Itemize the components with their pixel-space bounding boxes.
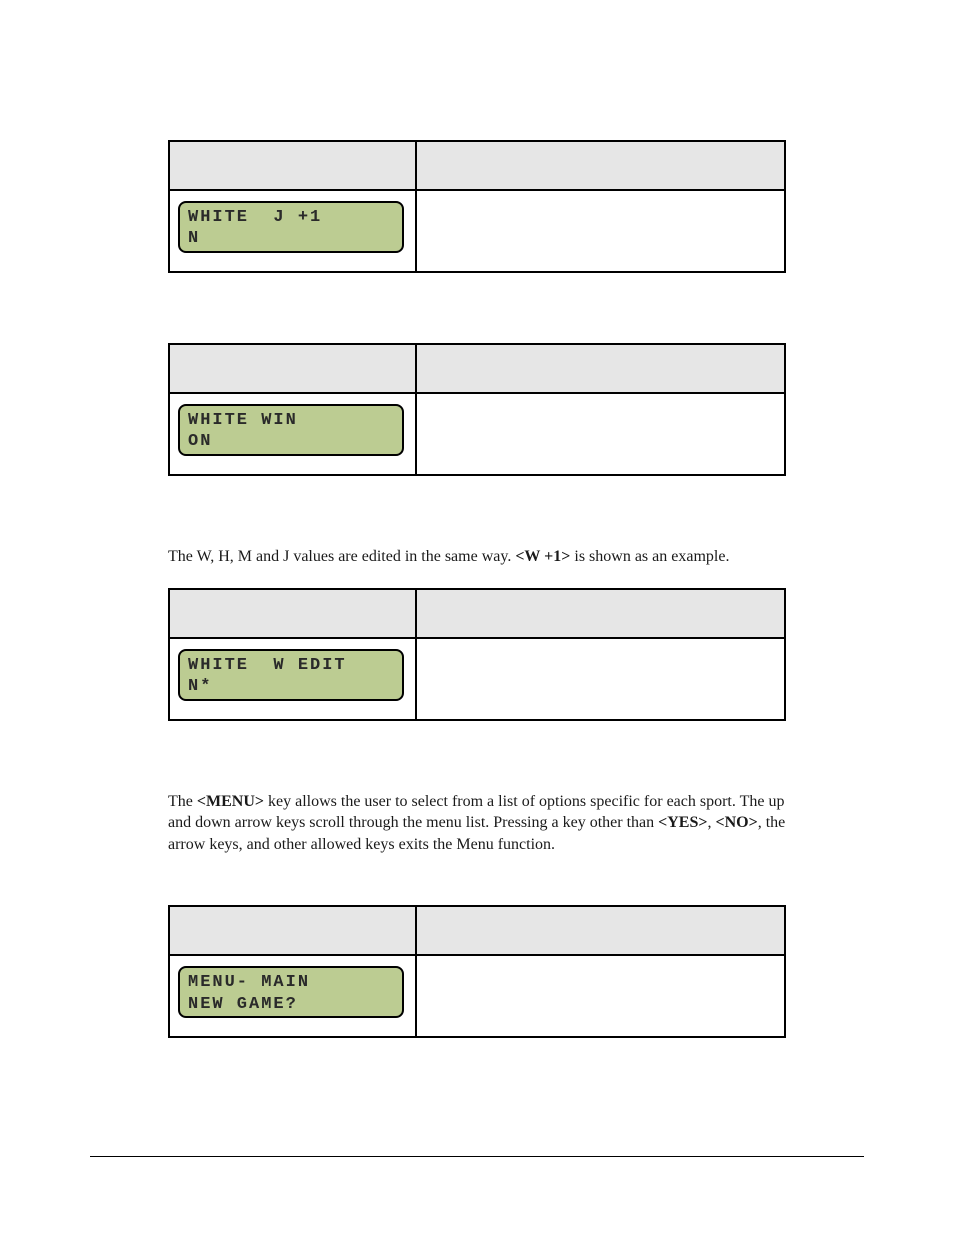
bold-key-menu: <MENU> [197,793,264,810]
instruction-table-2: WHITE WIN ON [168,343,786,476]
text: The [168,793,197,810]
header-cell-left [169,906,416,955]
lcd-display: MENU- MAIN NEW GAME? [178,966,404,1018]
table-body-row: MENU- MAIN NEW GAME? [169,955,785,1037]
table-header-row [169,906,785,955]
lcd-line-1: MENU- MAIN [188,973,310,992]
table-header-row [169,589,785,638]
lcd-cell: WHITE W EDIT N* [169,638,416,720]
lcd-line-1: WHITE WIN [188,411,298,430]
lcd-line-1: WHITE J +1 [188,208,322,227]
bold-key-w1: <W +1> [515,548,570,565]
lcd-display: WHITE WIN ON [178,404,404,456]
description-cell [416,638,785,720]
lcd-line-2: ON [188,432,212,451]
lcd-line-2: N* [188,677,212,696]
table-header-row [169,141,785,190]
lcd-cell: WHITE WIN ON [169,393,416,475]
table-header-row [169,344,785,393]
description-cell [416,190,785,272]
lcd-display: WHITE W EDIT N* [178,649,404,701]
lcd-cell: MENU- MAIN NEW GAME? [169,955,416,1037]
table-body-row: WHITE W EDIT N* [169,638,785,720]
lcd-cell: WHITE J +1 N [169,190,416,272]
header-cell-left [169,589,416,638]
header-cell-right [416,906,785,955]
table-body-row: WHITE J +1 N [169,190,785,272]
bold-key-no: <NO> [715,814,757,831]
header-cell-right [416,589,785,638]
description-cell [416,393,785,475]
header-cell-right [416,141,785,190]
page-footer-rule [90,1156,864,1157]
header-cell-left [169,344,416,393]
lcd-line-2: NEW GAME? [188,995,298,1014]
table-body-row: WHITE WIN ON [169,393,785,475]
instruction-table-1: WHITE J +1 N [168,140,786,273]
header-cell-right [416,344,785,393]
bold-key-yes: <YES> [658,814,707,831]
instruction-table-3: WHITE W EDIT N* [168,588,786,721]
lcd-line-1: WHITE W EDIT [188,656,347,675]
paragraph-menu: The <MENU> key allows the user to select… [168,791,786,856]
paragraph-whmj: The W, H, M and J values are edited in t… [168,546,786,568]
page: WHITE J +1 N WHITE WIN ON The W, H, M an… [0,0,954,1235]
lcd-display: WHITE J +1 N [178,201,404,253]
header-cell-left [169,141,416,190]
text: is shown as an example. [570,548,729,565]
lcd-line-2: N [188,229,200,248]
instruction-table-4: MENU- MAIN NEW GAME? [168,905,786,1038]
description-cell [416,955,785,1037]
text: The W, H, M and J values are edited in t… [168,548,515,565]
spacer [168,875,786,905]
